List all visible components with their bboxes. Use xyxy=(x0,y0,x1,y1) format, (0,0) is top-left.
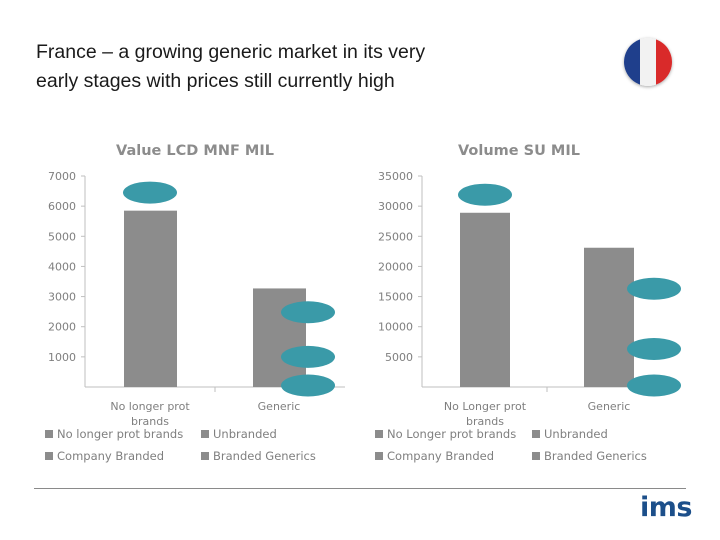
chart-2-legend-label: Company Branded xyxy=(387,449,494,463)
slide-title: France – a growing generic market in its… xyxy=(36,38,596,96)
footer-divider xyxy=(34,488,686,489)
chart-1-y-tick-label: 2000 xyxy=(48,321,76,334)
chart-2-bar-1 xyxy=(460,212,510,387)
chart-1-legend-label: Branded Generics xyxy=(213,449,316,463)
chart-2-highlight-marker xyxy=(627,374,681,397)
chart-2-legend-label: Branded Generics xyxy=(544,449,647,463)
chart-1-category-label: brands xyxy=(131,415,169,428)
chart-1-bar-1 xyxy=(124,210,177,387)
chart-1-y-tick-label: 3000 xyxy=(48,291,76,304)
chart-2-y-tick-label: 35000 xyxy=(378,170,413,183)
chart-1-highlight-marker xyxy=(281,301,335,324)
chart-2-legend-swatch xyxy=(532,430,540,438)
chart-2-legend-swatch xyxy=(375,452,383,460)
chart-2-category-label: No Longer prot xyxy=(444,400,527,413)
charts-area: Value LCD MNF MIL 7000 6000 5000 4000 3000 200… xyxy=(45,143,681,463)
chart-1-highlight-marker xyxy=(281,374,335,397)
slide-title-line-2: early stages with prices still currently… xyxy=(36,70,395,92)
chart-2-y-tick-label: 10000 xyxy=(378,321,413,334)
chart-1-legend-label: Company Branded xyxy=(57,449,164,463)
flag-stripe-white xyxy=(640,38,656,86)
chart-1-legend-swatch xyxy=(45,452,53,460)
chart-1-y-tick-label: 6000 xyxy=(48,200,76,213)
chart-2-legend-label: Unbranded xyxy=(544,427,608,441)
chart-2-y-tick-label: 15000 xyxy=(378,291,413,304)
chart-2-y-tick-label: 30000 xyxy=(378,200,413,213)
chart-1-y-tick-label: 4000 xyxy=(48,260,76,273)
france-flag-icon xyxy=(624,38,672,86)
chart-1-y-tick-label: 5000 xyxy=(48,230,76,243)
chart-2-legend-swatch xyxy=(375,430,383,438)
chart-2-bar-2 xyxy=(584,247,634,387)
chart-2-title: Volume SU MIL xyxy=(458,143,580,159)
flag-stripe-red xyxy=(656,38,672,86)
chart-1-category-label: Generic xyxy=(258,400,301,413)
chart-1-highlight-marker xyxy=(123,181,177,204)
chart-2-y-tick-label: 5000 xyxy=(385,351,413,364)
chart-1-y-tick-label: 7000 xyxy=(48,170,76,183)
chart-2-legend-swatch xyxy=(532,452,540,460)
chart-1-category-label: No longer prot xyxy=(110,400,190,413)
slide-title-line-1: France – a growing generic market in its… xyxy=(36,41,426,63)
chart-1-legend-label: No longer prot brands xyxy=(57,427,183,441)
chart-1-legend-label: Unbranded xyxy=(213,427,277,441)
ims-logo: ims xyxy=(640,492,692,523)
chart-2-highlight-marker xyxy=(627,277,681,300)
chart-1-title: Value LCD MNF MIL xyxy=(116,143,274,159)
chart-2-category-label: brands xyxy=(466,415,504,428)
chart-1-y-tick-label: 1000 xyxy=(48,351,76,364)
chart-2-y-tick-label: 20000 xyxy=(378,260,413,273)
chart-1-legend-swatch xyxy=(201,430,209,438)
chart-1-highlight-marker xyxy=(281,345,335,368)
chart-2-highlight-marker xyxy=(627,338,681,361)
chart-2-category-label: Generic xyxy=(588,400,631,413)
chart-2-legend-label: No Longer prot brands xyxy=(387,427,516,441)
chart-1-legend-swatch xyxy=(45,430,53,438)
flag-stripe-blue xyxy=(624,38,640,86)
chart-2-y-tick-label: 25000 xyxy=(378,230,413,243)
chart-2-highlight-marker xyxy=(458,183,512,206)
chart-1-legend-swatch xyxy=(201,452,209,460)
